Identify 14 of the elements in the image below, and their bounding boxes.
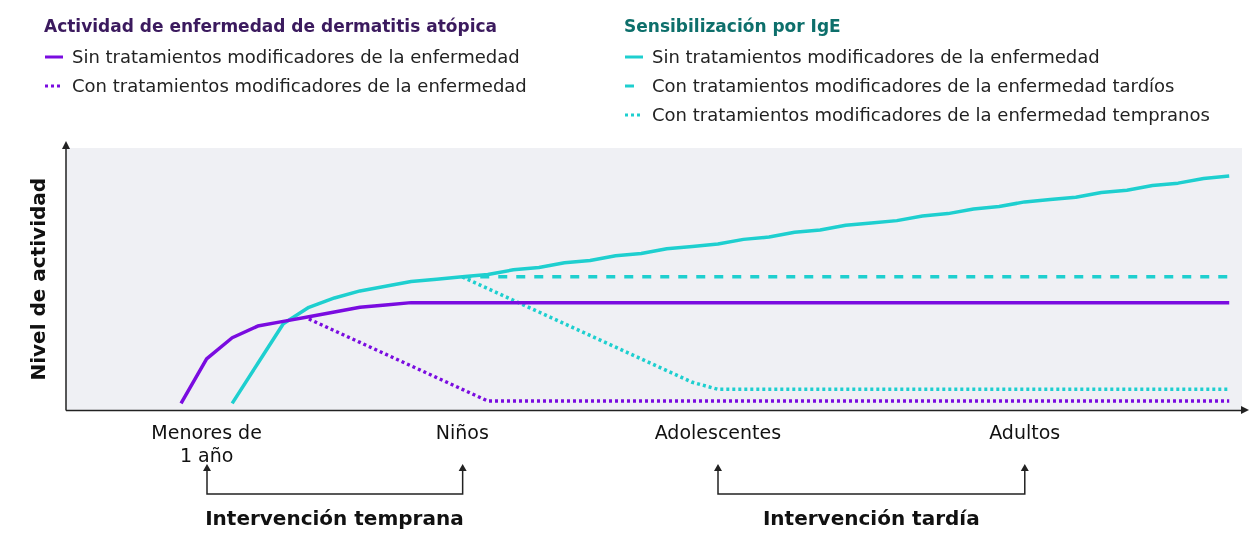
legend-label: Con tratamientos modificadores de la enfermedad (72, 75, 527, 96)
text: Intervención tardía (761, 506, 981, 531)
x-tick-label: Adultos (989, 420, 1061, 443)
y-axis-title: Nivel de actividad (26, 177, 51, 381)
legend-label: Con tratamientos modificadores de la enfermedad tempranos (652, 104, 1210, 125)
text: Intervención temprana (204, 506, 465, 531)
legend-label: Sin tratamientos modificadores de la enfermedad (72, 46, 520, 67)
legend-label: Sin tratamientos modificadores de la enfermedad (652, 46, 1100, 67)
text: Actividad de enfermedad de dermatitis atópica (44, 16, 498, 36)
legend-label: Con tratamientos modificadores de la enfermedad tardíos (652, 75, 1175, 96)
text: Sensibilización por IgE (624, 16, 841, 36)
x-tick-label: Adolescentes (654, 420, 782, 443)
x-tick-label: Niños (435, 420, 489, 443)
x-tick-label: Menores de 1 año (151, 420, 262, 466)
